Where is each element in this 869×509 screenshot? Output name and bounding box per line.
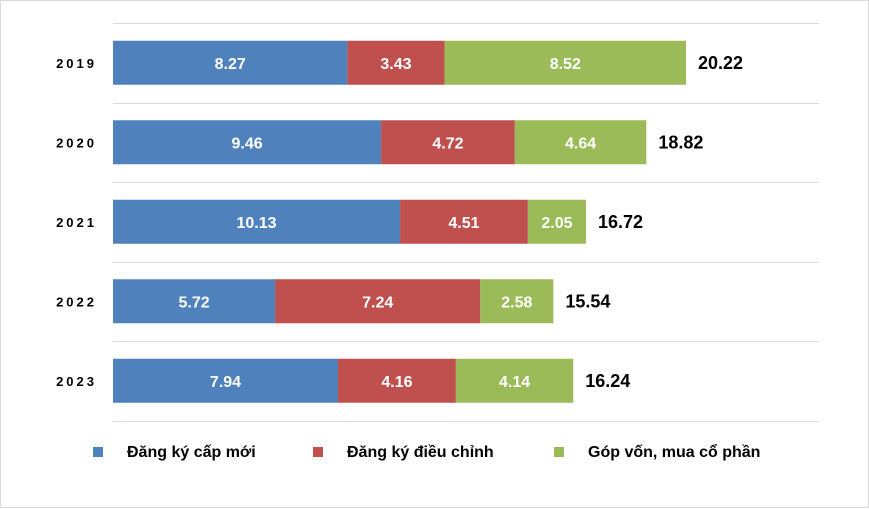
bar-segment xyxy=(113,40,348,85)
data-label: 3.43 xyxy=(380,56,411,73)
data-label: 4.72 xyxy=(432,135,463,152)
bar-segment xyxy=(113,199,401,244)
data-label: 2.58 xyxy=(501,294,532,311)
data-label: 7.94 xyxy=(210,374,241,391)
data-label: 4.14 xyxy=(499,374,530,391)
total-label: 18.82 xyxy=(658,132,703,152)
bar-segment xyxy=(113,120,382,165)
category-label: 2023 xyxy=(56,374,97,389)
data-label: 10.13 xyxy=(237,215,277,232)
data-label: 8.52 xyxy=(550,56,581,73)
legend-entry: Góp vốn, mua cổ phần xyxy=(588,443,760,461)
category-label: 2019 xyxy=(56,56,97,71)
legend-marker xyxy=(93,447,103,457)
bar-segment xyxy=(527,199,586,244)
bar-segment xyxy=(400,199,528,244)
data-label: 2.05 xyxy=(541,215,572,232)
data-label: 4.16 xyxy=(381,374,412,391)
total-label: 16.72 xyxy=(598,212,643,232)
data-label: 7.24 xyxy=(362,294,393,311)
category-label: 2022 xyxy=(56,294,97,309)
bar-segment xyxy=(381,120,515,165)
category-label: 2020 xyxy=(56,135,97,150)
category-label: 2021 xyxy=(56,215,97,230)
data-label: 4.64 xyxy=(565,135,596,152)
total-label: 20.22 xyxy=(698,53,743,73)
data-label: 4.51 xyxy=(448,215,479,232)
bar-segment xyxy=(455,358,574,403)
bar-segment xyxy=(444,40,686,85)
data-label: 8.27 xyxy=(215,56,246,73)
legend-marker xyxy=(313,447,323,457)
total-label: 15.54 xyxy=(565,291,610,311)
legend-entry: Đăng ký điều chỉnh xyxy=(347,444,494,461)
bar-segment xyxy=(514,120,647,165)
legend-entry: Đăng ký cấp mới xyxy=(127,444,256,461)
bar-segment xyxy=(113,358,339,403)
total-label: 16.24 xyxy=(585,371,630,391)
bar-segment xyxy=(338,358,456,403)
bar-segment xyxy=(113,279,276,324)
bar-segment xyxy=(275,279,481,324)
bar-segment xyxy=(480,279,554,324)
bar-segment xyxy=(347,40,445,85)
legend-marker xyxy=(554,447,564,457)
data-label: 9.46 xyxy=(231,135,262,152)
data-label: 5.72 xyxy=(178,294,209,311)
